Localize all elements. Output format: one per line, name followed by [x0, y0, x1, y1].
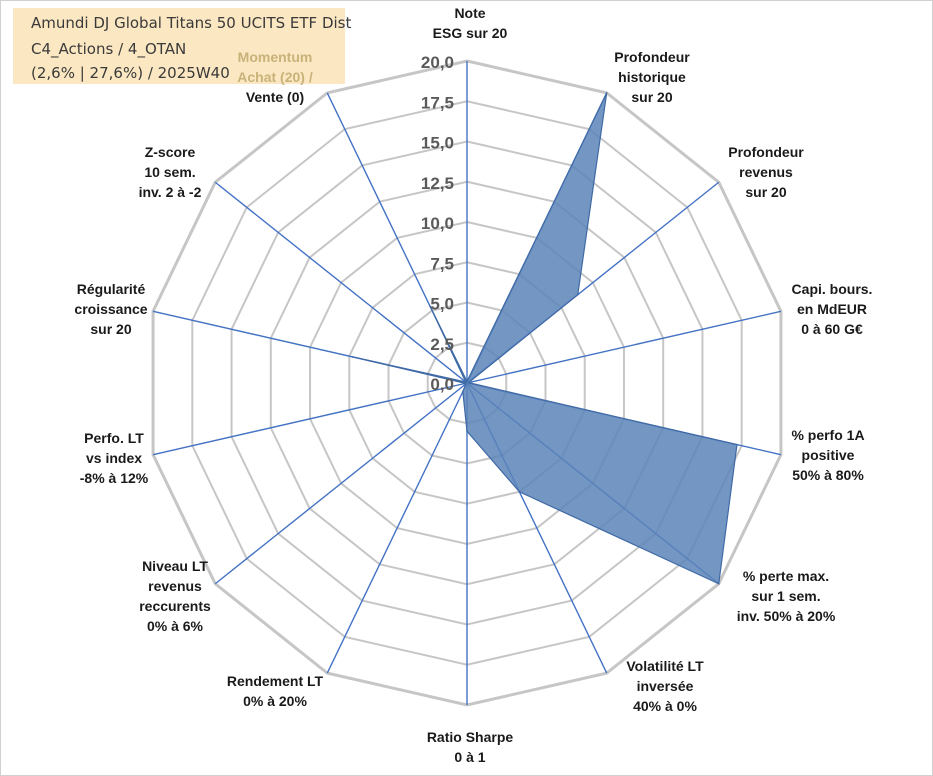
chart-title-box: Amundi DJ Global Titans 50 UCITS ETF Dis…	[13, 8, 351, 84]
tick-label: 20,0	[421, 53, 454, 72]
axis-label: 10 sem.	[144, 164, 195, 180]
tick-label: 17,5	[421, 93, 454, 112]
chart-title-stats: (2,6% | 27,6%) / 2025W40	[31, 64, 230, 82]
axis-spoke-13	[214, 181, 468, 384]
data-point	[464, 382, 467, 385]
axis-label: sur 1 sem.	[751, 588, 820, 604]
radar-tick-labels: 0,0 2,5 5,0 7,5 10,0 12,5 15,0 17,5 20,0	[421, 53, 454, 394]
axis-label: 0 à 1	[454, 749, 485, 765]
axis-label: Z-score	[145, 144, 196, 160]
tick-label: 0,0	[430, 375, 454, 394]
data-point	[576, 293, 579, 296]
axis-label: sur 20	[90, 321, 131, 337]
axis-label: vs index	[86, 450, 142, 466]
axis-label: reccurents	[139, 598, 211, 614]
axis-label: % perte max.	[743, 568, 829, 584]
axis-label: Profondeur	[614, 49, 690, 65]
axis-label: Momentum	[238, 49, 313, 65]
tick-label: 7,5	[430, 254, 454, 273]
data-point	[351, 356, 354, 358]
data-point	[467, 381, 470, 384]
data-point	[462, 390, 464, 393]
axis-label: Perfo. LT	[84, 430, 144, 446]
axis-label: croissance	[74, 301, 147, 317]
axis-label: Capi. bours.	[792, 281, 873, 297]
axis-label: 0 à 60 G€	[801, 321, 863, 337]
data-point	[429, 305, 431, 307]
axis-label: positive	[802, 447, 855, 463]
axis-label: inv. 50% à 20%	[737, 608, 836, 624]
axis-spoke-10	[214, 382, 468, 585]
axis-label: revenus	[739, 164, 793, 180]
axis-label: revenus	[148, 578, 202, 594]
chart-title-fund: Amundi DJ Global Titans 50 UCITS ETF Dis…	[31, 14, 352, 32]
axis-spoke-4	[466, 310, 782, 384]
axis-label: Profondeur	[728, 144, 804, 160]
radar-series	[351, 92, 738, 585]
tick-label: 12,5	[421, 174, 454, 193]
axis-label: en MdEUR	[797, 301, 867, 317]
axis-spoke-11	[152, 382, 468, 456]
data-point	[464, 381, 467, 383]
tick-label: 5,0	[430, 295, 454, 314]
radar-axis-labels: Note ESG sur 20 Profondeur historique sur 20…	[74, 5, 872, 765]
axis-label: Vente (0)	[246, 89, 304, 105]
axis-label: Régularité	[77, 281, 146, 297]
axis-label: 40% à 0%	[633, 698, 697, 714]
tick-label: 2,5	[430, 335, 454, 354]
chart-title-category: C4_Actions / 4_OTAN	[31, 40, 187, 58]
axis-spoke-9	[326, 382, 468, 674]
data-point	[736, 443, 738, 446]
axis-label: sur 20	[631, 89, 672, 105]
axis-label: Volatilité LT	[626, 658, 704, 674]
data-point	[466, 380, 468, 383]
axis-label: Rendement LT	[227, 673, 324, 689]
tick-label: 15,0	[421, 134, 454, 153]
axis-label: -8% à 12%	[80, 470, 149, 486]
data-point	[518, 490, 521, 493]
axis-label: historique	[618, 69, 686, 85]
axis-label: inversée	[637, 678, 694, 694]
axis-label: 0% à 20%	[243, 693, 307, 709]
axis-label: Note	[454, 5, 485, 21]
axis-label: Niveau LT	[142, 558, 208, 574]
data-point	[605, 92, 608, 94]
data-point	[717, 582, 720, 585]
axis-label: Ratio Sharpe	[427, 729, 514, 745]
data-point	[466, 430, 468, 433]
axis-label: inv. 2 à -2	[139, 184, 202, 200]
axis-label: Achat (20) /	[237, 69, 313, 85]
axis-label: sur 20	[745, 184, 786, 200]
axis-label: 0% à 6%	[147, 618, 204, 634]
axis-label: 50% à 80%	[792, 467, 864, 483]
tick-label: 10,0	[421, 214, 454, 233]
axis-label: % perfo 1A	[791, 427, 864, 443]
axis-label: ESG sur 20	[433, 25, 508, 41]
